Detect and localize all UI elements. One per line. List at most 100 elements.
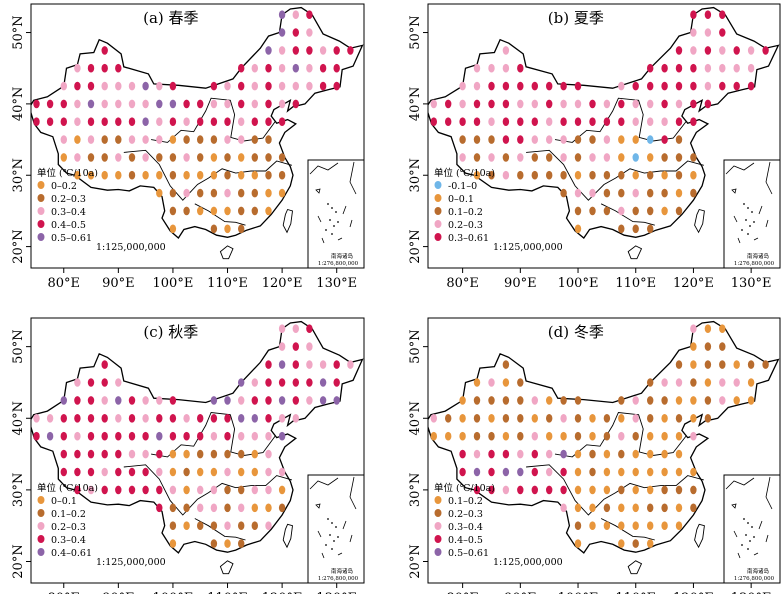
station-dot xyxy=(618,503,625,513)
station-dot xyxy=(603,485,611,495)
station-dot xyxy=(690,485,697,495)
station-dot xyxy=(224,170,231,180)
station-dot xyxy=(517,153,524,162)
station-dot xyxy=(546,414,553,423)
station-dot xyxy=(719,342,726,351)
inset-island xyxy=(331,548,333,550)
station-dot xyxy=(333,378,340,387)
station-dot xyxy=(517,135,524,144)
station-dot xyxy=(169,467,177,477)
legend-label: 0.4–0.5 xyxy=(51,220,86,231)
station-dot xyxy=(618,188,625,198)
station-dot xyxy=(197,153,204,162)
station-dot xyxy=(690,503,697,513)
legend-label: 0.5–0.61 xyxy=(448,548,489,559)
station-dot xyxy=(74,99,81,109)
station-dot xyxy=(238,539,245,548)
station-dot xyxy=(747,396,755,405)
station-dot xyxy=(675,206,683,216)
x-tick-label: 80°E xyxy=(446,276,479,291)
station-dot xyxy=(101,170,108,180)
station-dot xyxy=(333,396,340,405)
taiwan-outline xyxy=(694,523,705,549)
station-dot xyxy=(704,99,712,109)
station-dot xyxy=(690,10,697,19)
x-tick-label: 100°E xyxy=(153,276,194,291)
x-tick-label: 100°E xyxy=(153,591,194,594)
station-dot xyxy=(60,117,67,126)
inset-island xyxy=(331,207,333,209)
station-dot xyxy=(488,63,495,73)
station-dot xyxy=(488,414,495,423)
station-dot xyxy=(618,206,625,216)
station-dot xyxy=(197,485,204,495)
station-dot xyxy=(265,449,272,459)
station-dot xyxy=(473,170,481,180)
x-tick-label: 130°E xyxy=(731,591,772,594)
station-dot xyxy=(292,396,299,405)
station-dot xyxy=(128,153,136,162)
station-dot xyxy=(60,431,67,441)
station-dot xyxy=(142,170,149,180)
inset-frame xyxy=(723,474,781,584)
station-dot xyxy=(169,153,177,162)
station-dot xyxy=(265,153,272,162)
station-dot xyxy=(574,135,582,144)
legend-label: 0.2–0.3 xyxy=(448,509,483,520)
legend-label: 0.3–0.4 xyxy=(51,535,86,546)
inset-island xyxy=(747,233,749,235)
station-dot xyxy=(87,135,95,144)
station-dot xyxy=(690,81,697,91)
station-dot xyxy=(210,521,218,530)
station-dot xyxy=(647,503,654,513)
station-dot xyxy=(502,414,510,423)
station-dot xyxy=(459,449,466,459)
station-dot xyxy=(333,81,340,91)
station-dot xyxy=(169,188,177,198)
station-dot xyxy=(197,117,204,126)
station-dot xyxy=(661,431,668,441)
station-dot xyxy=(762,360,769,369)
station-dot xyxy=(603,153,611,162)
hainan-outline xyxy=(627,245,643,260)
legend-swatch xyxy=(37,233,45,241)
inset-island xyxy=(331,233,333,235)
station-dot xyxy=(60,396,67,405)
y-tick-label: 40°N xyxy=(408,87,423,121)
y-tick-label: 30°N xyxy=(11,158,26,192)
station-dot xyxy=(560,170,567,180)
y-tick-label: 50°N xyxy=(11,329,26,363)
station-dot xyxy=(74,485,81,495)
station-dot xyxy=(238,117,245,126)
station-dot xyxy=(183,449,190,459)
station-dot xyxy=(87,396,95,405)
inset-dashes xyxy=(731,503,769,559)
station-dot xyxy=(251,170,258,180)
station-dot xyxy=(210,396,218,405)
x-tick-label: 130°E xyxy=(316,591,357,594)
inset-scale: 1:276,800,000 xyxy=(734,261,775,267)
x-tick-label: 90°E xyxy=(102,276,135,291)
legend-label: 0–0.1 xyxy=(448,194,474,205)
station-dot xyxy=(292,63,299,73)
legend-label: 0.5–0.61 xyxy=(51,233,92,244)
station-dot xyxy=(719,10,726,19)
y-tick-label: 20°N xyxy=(11,229,26,263)
station-dot xyxy=(473,467,481,477)
station-dot xyxy=(560,396,567,405)
station-dot xyxy=(210,539,218,548)
map-body xyxy=(31,6,364,260)
river-line xyxy=(526,149,704,201)
station-dot xyxy=(690,63,697,73)
station-dot xyxy=(690,431,697,441)
station-dot xyxy=(603,188,611,198)
station-dot xyxy=(704,360,712,369)
station-dot xyxy=(647,224,654,234)
station-dot xyxy=(632,539,639,548)
station-dot xyxy=(517,117,524,126)
station-dot xyxy=(101,46,108,55)
inset-island xyxy=(335,526,337,528)
station-dot xyxy=(46,99,54,109)
station-dot xyxy=(459,414,466,423)
station-dot xyxy=(115,135,122,144)
